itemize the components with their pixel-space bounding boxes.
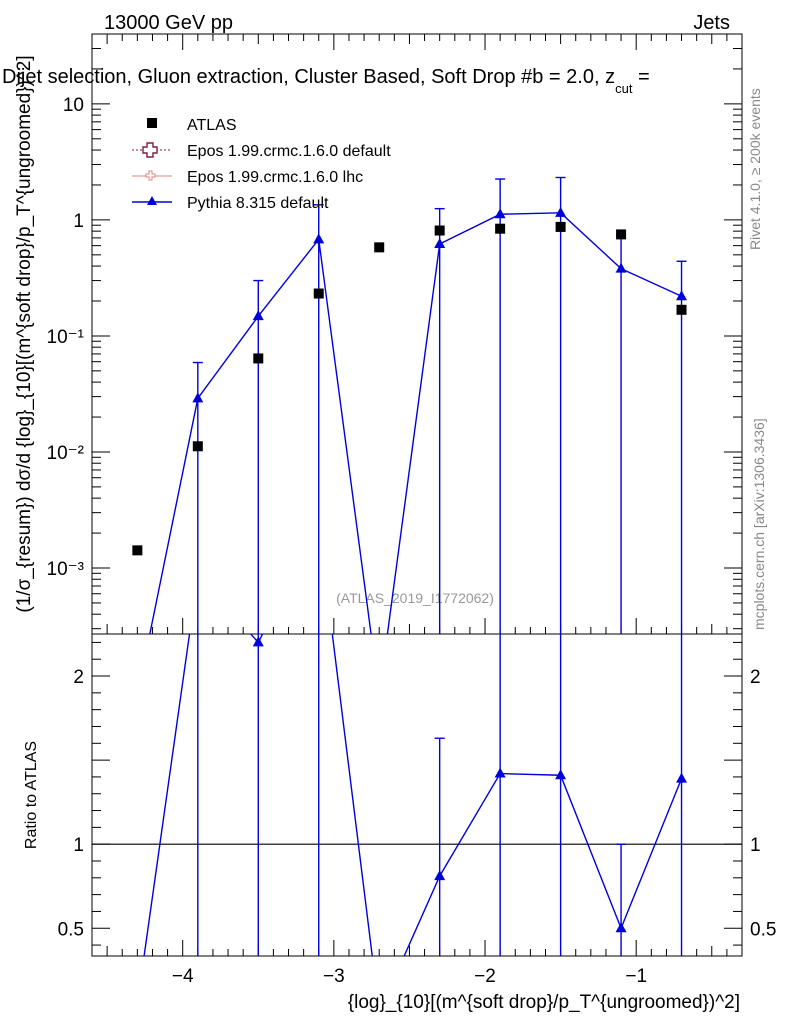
ratio-frame [91, 633, 743, 957]
atlas-marker [192, 441, 203, 452]
legend-epos-default-marker [142, 142, 158, 158]
y-tick-label-ratio-right: 0.5 [750, 919, 776, 940]
pythia-marker-ratio [494, 767, 506, 778]
x-axis-label: {log}_{10}[(m^{soft drop}/p_T^{ungroomed… [348, 992, 740, 1013]
pythia-marker-main [252, 310, 264, 321]
y-axis-label-main: (1/σ_{resum}) dσ/d {log}_{10}[(m^{soft d… [14, 55, 35, 612]
legend-label-epos-lhc: Epos 1.99.crmc.1.6.0 lhc [187, 169, 363, 186]
y-tick-label-main: 1 [73, 211, 84, 232]
plot-title: Dijet selection, Gluon extraction, Clust… [2, 66, 650, 96]
atlas-marker [555, 221, 566, 232]
atlas-marker [132, 545, 143, 556]
atlas-marker [253, 353, 264, 364]
y-axis-label-main-text: (1/σ_{resum}) dσ/d {log}_{10}[(m^{soft d… [14, 55, 35, 612]
mcplots-label: mcplots.cern.ch [arXiv:1306.3436] [751, 418, 767, 630]
ratio-panel-marks [92, 634, 742, 1008]
legend-label-atlas: ATLAS [187, 117, 237, 134]
y-tick-label-ratio: 1 [73, 835, 84, 856]
pythia-marker-main [676, 290, 688, 301]
axis-tick-labels: −4 −3 −2 −1 10⁻³ 10⁻² 10⁻¹ 1 10 0.5 0.5 1 1 2 2 [47, 95, 777, 987]
legend-pythia-marker [147, 196, 157, 205]
pythia-marker-main [434, 237, 446, 248]
header-jets: Jets [693, 12, 730, 34]
y-tick-label-ratio: 0.5 [58, 919, 84, 940]
analysis-watermark: (ATLAS_2019_I1772062) [336, 590, 494, 606]
y-tick-label-main: 10 [63, 95, 84, 116]
pythia-line-main [149, 212, 682, 634]
x-tick-label: −2 [474, 966, 496, 987]
pythia-marker-main [615, 262, 627, 273]
plot-title-main: Dijet selection, Gluon extraction, Clust… [2, 66, 615, 88]
pythia-marker-main [494, 208, 506, 219]
x-tick-label: −1 [625, 966, 647, 987]
y-axis-label-ratio: Ratio to ATLAS [23, 741, 40, 849]
pythia-marker-main [374, 689, 385, 699]
pythia-marker-ratio [252, 636, 264, 647]
pythia-marker-main [313, 233, 325, 244]
atlas-marker [313, 288, 324, 299]
plot-title-sub: cut [615, 81, 633, 96]
main-panel-marks [132, 176, 688, 699]
header-energy: 13000 GeV pp [104, 12, 233, 34]
y-tick-label-ratio-right: 2 [750, 667, 761, 688]
pythia-line-ratio [143, 634, 683, 956]
pythia-marker-ratio [555, 769, 567, 780]
x-tick-label: −3 [323, 966, 345, 987]
pythia-marker-main [555, 206, 567, 217]
x-tick-label: −4 [172, 966, 194, 987]
legend-label-pythia: Pythia 8.315 default [187, 195, 329, 212]
pythia-marker-main [132, 689, 143, 699]
pythia-marker-ratio [132, 998, 143, 1008]
pythia-marker-main [192, 392, 204, 403]
y-tick-label-ratio-right: 1 [750, 835, 761, 856]
pythia-marker-ratio [676, 772, 688, 783]
rivet-label: Rivet 4.1.0, ≥ 200k events [747, 88, 763, 250]
legend-epos-lhc-marker [145, 170, 156, 181]
atlas-marker [495, 223, 506, 234]
y-tick-label-main: 10⁻² [47, 443, 85, 464]
atlas-marker [616, 229, 627, 240]
plot-title-tail: = [632, 66, 649, 88]
legend-atlas-marker [147, 118, 157, 128]
legend: ATLAS Epos 1.99.crmc.1.6.0 default Epos … [132, 117, 391, 212]
y-tick-label-main: 10⁻¹ [47, 327, 85, 348]
legend-label-epos-default: Epos 1.99.crmc.1.6.0 default [187, 143, 391, 160]
y-tick-label-main: 10⁻³ [47, 559, 85, 580]
pythia-marker-ratio [434, 870, 446, 881]
atlas-marker [374, 242, 385, 253]
atlas-marker [676, 304, 687, 315]
y-tick-label-ratio: 2 [73, 667, 84, 688]
atlas-marker [434, 225, 445, 236]
axis-ticks [91, 33, 743, 956]
pythia-marker-ratio [615, 922, 627, 933]
